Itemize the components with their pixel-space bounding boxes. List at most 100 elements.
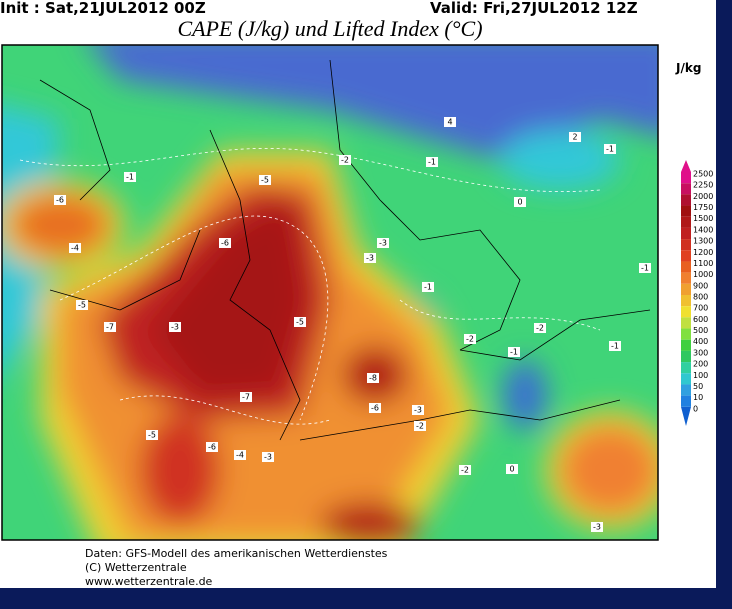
colorbar-label: 800 bbox=[693, 293, 708, 302]
footer-line: Daten: GFS-Modell des amerikanischen Wet… bbox=[85, 547, 388, 560]
map-label: 0 bbox=[517, 198, 522, 207]
footer-line: (C) Wetterzentrale bbox=[85, 561, 187, 574]
label-box bbox=[426, 157, 438, 167]
init-time: Init : Sat,21JUL2012 00Z bbox=[0, 0, 206, 17]
map-label: -5 bbox=[78, 301, 86, 310]
label-box bbox=[259, 175, 271, 185]
colorbar-label: 1100 bbox=[693, 259, 713, 268]
map-label: -2 bbox=[461, 466, 469, 475]
colorbar-swatch bbox=[681, 295, 691, 307]
colorbar-swatch bbox=[681, 384, 691, 396]
label-box bbox=[414, 421, 426, 431]
map-label: -6 bbox=[371, 404, 379, 413]
map-label: 4 bbox=[447, 118, 452, 127]
colorbar-label: 600 bbox=[693, 315, 708, 324]
map-label: -4 bbox=[236, 451, 244, 460]
label-box bbox=[262, 452, 274, 462]
colorbar-swatch bbox=[681, 272, 691, 284]
map-label: -1 bbox=[126, 173, 134, 182]
colorbar-label: 1200 bbox=[693, 248, 713, 257]
label-box bbox=[124, 172, 136, 182]
map-label: -3 bbox=[379, 239, 387, 248]
colorbar-swatch bbox=[681, 362, 691, 374]
label-box bbox=[76, 300, 88, 310]
colorbar-swatch bbox=[681, 250, 691, 262]
label-box bbox=[54, 195, 66, 205]
colorbar-swatch bbox=[681, 406, 691, 426]
colorbar-swatch bbox=[681, 395, 691, 407]
map-label: -1 bbox=[606, 145, 614, 154]
map-label: -2 bbox=[536, 324, 544, 333]
colorbar-swatch bbox=[681, 227, 691, 240]
map-label: -8 bbox=[369, 374, 377, 383]
map-label: -6 bbox=[56, 196, 64, 205]
label-box bbox=[459, 465, 471, 475]
label-box bbox=[444, 117, 456, 127]
label-box bbox=[604, 144, 616, 154]
colorbar-label: 1300 bbox=[693, 237, 713, 246]
colorbar-swatch bbox=[681, 261, 691, 273]
map-label: -5 bbox=[296, 318, 304, 327]
colorbar-label: 2250 bbox=[693, 181, 713, 190]
valid-time: Valid: Fri,27JUL2012 12Z bbox=[430, 0, 638, 17]
map-label: -3 bbox=[414, 406, 422, 415]
colorbar-swatch bbox=[681, 205, 691, 217]
colorbar-swatch bbox=[681, 239, 691, 251]
map-border bbox=[1, 44, 659, 541]
colorbar-label: 2000 bbox=[693, 192, 713, 201]
map-label: -1 bbox=[611, 342, 619, 351]
map-label: -1 bbox=[424, 283, 432, 292]
label-box bbox=[412, 405, 424, 415]
colorbar-label: 1000 bbox=[693, 270, 713, 279]
label-box bbox=[591, 522, 603, 532]
frame-bottom bbox=[0, 588, 732, 609]
colorbar-swatch bbox=[681, 283, 691, 295]
label-box bbox=[367, 373, 379, 383]
map-label: -1 bbox=[510, 348, 518, 357]
label-box bbox=[294, 317, 306, 327]
colorbar-label: 500 bbox=[693, 326, 708, 335]
label-box bbox=[422, 282, 434, 292]
map-label: -1 bbox=[641, 264, 649, 273]
label-box bbox=[169, 322, 181, 332]
label-box bbox=[219, 238, 231, 248]
colorbar-swatch bbox=[681, 216, 691, 228]
map-label: -5 bbox=[148, 431, 156, 440]
map-label: -2 bbox=[466, 335, 474, 344]
label-box bbox=[234, 450, 246, 460]
map-label: -6 bbox=[221, 239, 229, 248]
label-box bbox=[464, 334, 476, 344]
label-box bbox=[364, 253, 376, 263]
map-label: -5 bbox=[261, 176, 269, 185]
colorbar-label: 200 bbox=[693, 360, 708, 369]
label-box bbox=[369, 403, 381, 413]
colorbar-label: 1750 bbox=[693, 203, 713, 212]
label-box bbox=[569, 132, 581, 142]
colorbar-label: 700 bbox=[693, 304, 708, 313]
colorbar-label: 1500 bbox=[693, 214, 713, 223]
colorbar-label: 400 bbox=[693, 337, 708, 346]
label-box bbox=[69, 243, 81, 253]
map-label: -6 bbox=[208, 443, 216, 452]
map-title: CAPE (J/kg) und Lifted Index (°C) bbox=[177, 16, 482, 41]
map-label: 2 bbox=[572, 133, 577, 142]
label-box bbox=[104, 322, 116, 332]
label-box bbox=[609, 341, 621, 351]
colorbar-label: 900 bbox=[693, 281, 708, 290]
colorbar-swatch bbox=[681, 306, 691, 318]
colorbar-swatch bbox=[681, 183, 691, 195]
label-box bbox=[146, 430, 158, 440]
label-box bbox=[240, 392, 252, 402]
colorbar-label: 50 bbox=[693, 382, 703, 391]
colorbar-swatch bbox=[681, 317, 691, 329]
map-label: -3 bbox=[366, 254, 374, 263]
map-label: -7 bbox=[106, 323, 114, 332]
map-label: -2 bbox=[341, 156, 349, 165]
colorbar-unit: J/kg bbox=[675, 61, 701, 75]
colorbar-label: 0 bbox=[693, 404, 698, 413]
colorbar-swatch bbox=[681, 328, 691, 340]
frame-right bbox=[716, 0, 732, 609]
colorbar-swatch bbox=[681, 350, 691, 363]
colorbar-label: 10 bbox=[693, 393, 703, 402]
map-label: -3 bbox=[171, 323, 179, 332]
